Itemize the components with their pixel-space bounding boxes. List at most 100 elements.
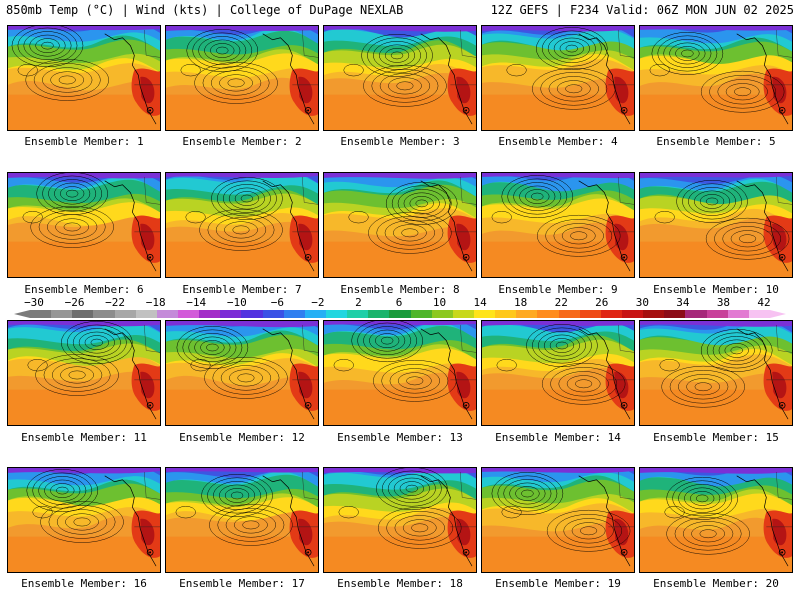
colorbar-swatch [283, 310, 305, 318]
colorbar-swatch [748, 310, 770, 318]
colorbar-swatch [199, 310, 221, 318]
temperature-map [482, 468, 634, 572]
colorbar-swatch [177, 310, 200, 318]
colorbar-swatch [262, 310, 284, 318]
colorbar-swatch [30, 310, 52, 318]
colorbar-swatch [558, 310, 580, 318]
colorbar-swatch [643, 310, 665, 318]
colorbar-swatch [241, 310, 263, 318]
colorbar-min-arrow [14, 310, 30, 318]
temperature-map [8, 26, 160, 130]
ensemble-member-panel [639, 25, 793, 131]
colorbar-swatch [220, 310, 242, 318]
colorbar-tick-label: 2 [355, 296, 362, 309]
ensemble-member-label: Ensemble Member: 4 [498, 135, 618, 148]
colorbar-tick-label: −2 [311, 296, 325, 309]
colorbar-tick-label: 18 [514, 296, 528, 309]
ensemble-member-panel [165, 320, 319, 426]
colorbar-swatch [685, 310, 707, 318]
colorbar-swatch [114, 310, 136, 318]
colorbar-tick-label: 34 [676, 296, 690, 309]
temperature-map [482, 321, 634, 425]
colorbar-tick-label: −10 [226, 296, 247, 309]
temperature-map [166, 26, 318, 130]
ensemble-member-panel [323, 25, 477, 131]
temperature-map [640, 468, 792, 572]
colorbar-swatch [706, 310, 728, 318]
ensemble-member-label: Ensemble Member: 17 [179, 577, 305, 590]
ensemble-member-label: Ensemble Member: 13 [337, 431, 463, 444]
temperature-map [8, 321, 160, 425]
colorbar-tick-label: 10 [432, 296, 447, 309]
colorbar-swatch [621, 310, 644, 318]
colorbar-tick-label: −18 [145, 296, 166, 309]
colorbar-swatch [516, 310, 538, 318]
colorbar-swatch [72, 310, 94, 318]
ensemble-member-panel [639, 467, 793, 573]
colorbar-tick-label: −26 [64, 296, 85, 309]
colorbar-swatch [368, 310, 390, 318]
colorbar-max-arrow [770, 310, 786, 318]
model-run-info: 12Z GEFS | F234 Valid: 06Z MON JUN 02 20… [490, 3, 794, 17]
colorbar-swatch [664, 310, 686, 318]
ensemble-member-label: Ensemble Member: 11 [21, 431, 147, 444]
colorbar-swatch [431, 310, 453, 318]
colorbar-swatch [537, 310, 559, 318]
colorbar-tick-label: −22 [105, 296, 126, 309]
ensemble-member-panel [165, 25, 319, 131]
ensemble-member-panel [481, 320, 635, 426]
temperature-colorbar [30, 310, 770, 318]
temperature-map [324, 173, 476, 277]
colorbar-tick-label: 6 [395, 296, 403, 309]
ensemble-member-label: Ensemble Member: 5 [656, 135, 776, 148]
ensemble-member-panel [639, 172, 793, 278]
temperature-map [640, 26, 792, 130]
ensemble-member-label: Ensemble Member: 19 [495, 577, 621, 590]
ensemble-member-label: Ensemble Member: 14 [495, 431, 621, 444]
colorbar-swatch [135, 310, 157, 318]
temperature-map [324, 468, 476, 572]
ensemble-member-label: Ensemble Member: 9 [498, 283, 618, 296]
colorbar-swatch [495, 310, 517, 318]
temperature-map [8, 468, 160, 572]
colorbar-swatch [410, 310, 432, 318]
colorbar-swatch [51, 310, 73, 318]
ensemble-member-panel [481, 467, 635, 573]
colorbar-swatch [304, 310, 326, 318]
ensemble-member-label: Ensemble Member: 2 [182, 135, 302, 148]
temperature-map [482, 173, 634, 277]
colorbar-tick-label: −30 [24, 296, 44, 309]
chart-title: 850mb Temp (°C) | Wind (kts) | College o… [6, 3, 404, 17]
ensemble-member-label: Ensemble Member: 18 [337, 577, 463, 590]
temperature-map [324, 321, 476, 425]
colorbar-tick-label: 30 [635, 296, 649, 309]
ensemble-member-label: Ensemble Member: 8 [340, 283, 460, 296]
colorbar-swatch [452, 310, 474, 318]
colorbar-tick-label: 38 [716, 296, 731, 309]
colorbar-tick-label: −6 [270, 296, 284, 309]
colorbar-swatch [600, 310, 622, 318]
colorbar-tick-label: 14 [473, 296, 487, 309]
ensemble-member-panel [481, 25, 635, 131]
colorbar-swatch [473, 310, 496, 318]
ensemble-member-label: Ensemble Member: 10 [653, 283, 779, 296]
colorbar-swatch [156, 310, 178, 318]
temperature-map [640, 321, 792, 425]
ensemble-member-panel [7, 172, 161, 278]
ensemble-member-panel [323, 172, 477, 278]
ensemble-member-label: Ensemble Member: 6 [24, 283, 144, 296]
colorbar-tick-label: 26 [595, 296, 609, 309]
temperature-map [324, 26, 476, 130]
colorbar-tick-label: −14 [186, 296, 207, 309]
ensemble-member-panel [165, 467, 319, 573]
ensemble-member-label: Ensemble Member: 12 [179, 431, 305, 444]
temperature-map [640, 173, 792, 277]
ensemble-member-panel [481, 172, 635, 278]
ensemble-member-label: Ensemble Member: 1 [24, 135, 144, 148]
temperature-map [8, 173, 160, 277]
colorbar-swatch [93, 310, 115, 318]
ensemble-member-label: Ensemble Member: 16 [21, 577, 147, 590]
ensemble-member-panel [7, 320, 161, 426]
ensemble-member-label: Ensemble Member: 3 [340, 135, 460, 148]
ensemble-member-panel [7, 25, 161, 131]
